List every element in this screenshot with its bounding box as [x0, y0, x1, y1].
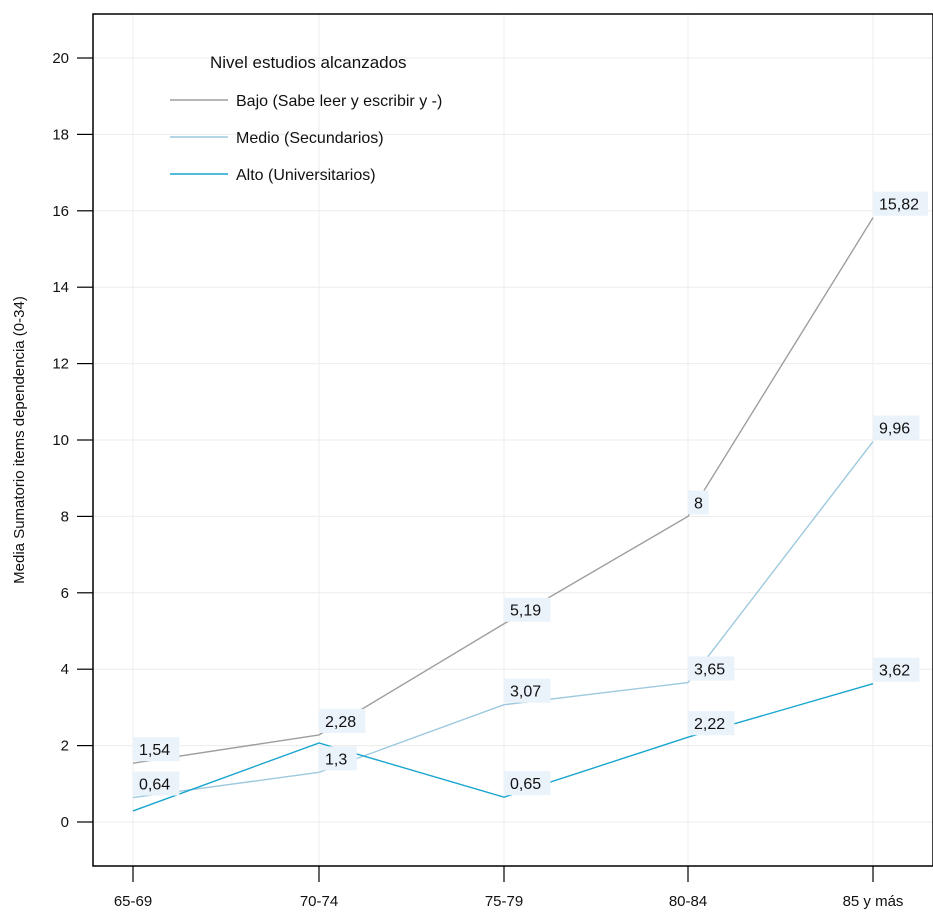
y-tick-label: 4 — [61, 661, 69, 678]
y-tick-label: 16 — [52, 203, 69, 220]
x-tick-label: 65-69 — [114, 893, 152, 910]
legend-label: Alto (Universitarios) — [236, 167, 376, 184]
data-label-text: 2,22 — [694, 716, 725, 733]
x-tick-label: 80-84 — [669, 893, 707, 910]
data-label: 0,64 — [133, 771, 180, 796]
data-labels: 1,54 2,28 5,19 8 15,82 0,64 1,3 3,07 3,65 9,96 0,6… — [133, 191, 928, 796]
legend-item: Bajo (Sabe leer y escribir y -) — [170, 93, 442, 110]
data-label-box — [873, 415, 920, 440]
y-tick-label: 14 — [52, 279, 69, 296]
data-label-box — [688, 711, 735, 736]
grid — [93, 14, 933, 866]
y-tick-label: 20 — [52, 50, 69, 67]
x-tick-label: 75-79 — [485, 893, 523, 910]
y-axis-title: Media Sumatorio items dependencia (0-34) — [11, 296, 28, 584]
data-label: 3,62 — [873, 657, 920, 682]
data-label: 9,96 — [873, 415, 920, 440]
axes: 0 2 4 6 8 10 12 14 16 18 20 65-69 70-74 75-79 80-84 85 … — [52, 50, 903, 910]
data-label-text: 3,62 — [879, 663, 910, 680]
x-tick-label: 70-74 — [300, 893, 338, 910]
data-label-text: 0,65 — [510, 776, 541, 793]
data-label: 1,3 — [319, 746, 357, 771]
data-label-box — [873, 191, 928, 216]
data-label-box — [133, 737, 180, 762]
data-label: 2,22 — [688, 711, 735, 736]
data-label-box — [319, 708, 366, 733]
data-label: 1,54 — [133, 737, 180, 762]
y-tick-label: 18 — [52, 126, 69, 143]
data-label-text: 2,28 — [325, 714, 356, 731]
legend-label: Bajo (Sabe leer y escribir y -) — [236, 93, 442, 110]
data-label: 3,65 — [688, 656, 735, 681]
data-label-box — [319, 746, 357, 771]
data-label: 5,19 — [504, 597, 551, 622]
data-label-text: 5,19 — [510, 603, 541, 620]
data-label-text: 3,07 — [510, 684, 541, 701]
series-lines — [132, 217, 874, 812]
data-label-box — [133, 771, 180, 796]
data-label-text: 1,3 — [325, 751, 347, 768]
data-label-text: 0,64 — [139, 777, 170, 794]
data-label: 2,28 — [319, 708, 366, 733]
data-label: 3,07 — [504, 678, 551, 703]
y-tick-label: 8 — [61, 508, 69, 525]
data-label: 8 — [688, 490, 709, 515]
data-label-text: 9,96 — [879, 421, 910, 438]
data-label: 15,82 — [873, 191, 928, 216]
series-line-0 — [132, 217, 874, 764]
data-label: 0,65 — [504, 771, 551, 796]
legend-label: Medio (Secundarios) — [236, 130, 384, 147]
y-tick-label: 0 — [61, 814, 69, 831]
y-tick-label: 10 — [52, 432, 69, 449]
legend-item: Alto (Universitarios) — [170, 167, 376, 184]
y-tick-label: 6 — [61, 585, 69, 602]
x-tick-label: 85 y más — [843, 893, 904, 910]
y-tick-label: 2 — [61, 738, 69, 755]
legend: Nivel estudios alcanzados Bajo (Sabe leer… — [170, 53, 442, 184]
data-label-box — [873, 657, 920, 682]
series-line-1 — [132, 441, 874, 799]
legend-title: Nivel estudios alcanzados — [210, 53, 407, 72]
series-line-2 — [132, 683, 874, 812]
data-label-text: 3,65 — [694, 662, 725, 679]
data-label-box — [504, 771, 551, 796]
y-tick-label: 12 — [52, 356, 69, 373]
data-label-box — [504, 597, 551, 622]
data-label-box — [688, 490, 709, 515]
legend-item: Medio (Secundarios) — [170, 130, 384, 147]
data-label-box — [688, 656, 735, 681]
data-label-text: 15,82 — [879, 197, 919, 214]
data-label-text: 1,54 — [139, 742, 170, 759]
data-label-box — [504, 678, 551, 703]
data-label-text: 8 — [694, 495, 703, 512]
